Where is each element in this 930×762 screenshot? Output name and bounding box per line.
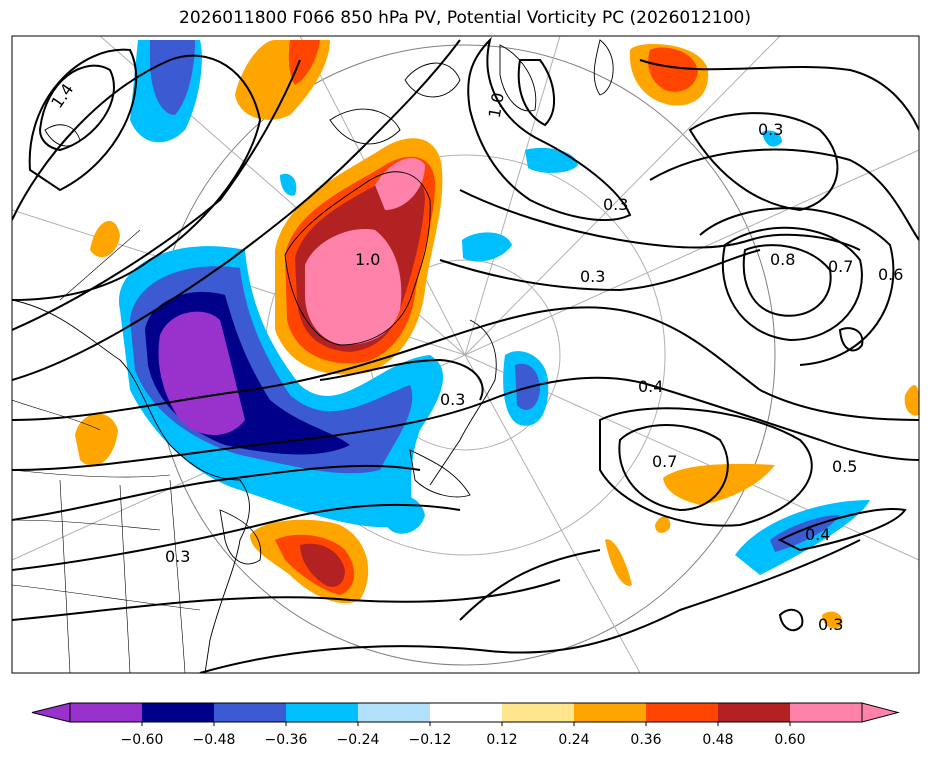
contour-label: 0.3: [758, 120, 783, 139]
colorbar-extend-right: [861, 702, 900, 723]
coastlines: [12, 39, 614, 673]
colorbar-tick-label: 0.36: [630, 732, 661, 748]
contour-label: 1.0: [355, 250, 380, 269]
contour-label: 0.4: [805, 525, 830, 544]
negative-small-7: [280, 173, 297, 196]
colorbar-segment: [646, 703, 718, 722]
colorbar-tick-label: 0.60: [774, 732, 805, 748]
colorbar-tick-label: −0.12: [409, 732, 452, 748]
positive-small-5: [605, 539, 632, 586]
colorbar-segment: [142, 703, 214, 722]
contour-label: 0.5: [832, 457, 857, 476]
colorbar-tick-label: 0.48: [702, 732, 733, 748]
colorbar-segment: [358, 703, 430, 722]
positive-anomaly-pink-2: [375, 157, 425, 210]
colorbar-segment: [790, 703, 862, 722]
positive-top-1b: [288, 40, 320, 85]
colorbar-segment: [502, 703, 574, 722]
contour-label: 0.7: [652, 452, 677, 471]
colorbar-tick-label: 0.24: [558, 732, 589, 748]
contour-labels: 1.4 1.0 1.0 0.3 0.3 0.3 0.8 0.7 0.6 0.4 …: [47, 80, 903, 634]
map-frame: [11, 35, 920, 674]
positive-small-4: [655, 516, 671, 533]
contour-label: 0.3: [440, 390, 465, 409]
colorbar-segment: [718, 703, 790, 722]
colorbar-extend-left: [31, 702, 71, 723]
negative-anomaly-purple: [158, 311, 245, 435]
pv-shading: [75, 40, 919, 629]
contour-label: 0.4: [638, 377, 663, 396]
positive-ne-darkred: [300, 543, 345, 587]
negative-small-5: [462, 232, 512, 262]
contour-label: 0.3: [165, 547, 190, 566]
colorbar-segment: [574, 703, 646, 722]
colorbar-outline: [69, 702, 863, 723]
contour-label: 0.8: [770, 250, 795, 269]
colorbar-tick-label: −0.60: [121, 732, 164, 748]
contour-label: 0.3: [580, 267, 605, 286]
map-title: 2026011800 F066 850 hPa PV, Potential Vo…: [179, 8, 751, 28]
borders: [12, 229, 201, 673]
positive-top-2b: [648, 47, 698, 92]
negative-small-1b: [150, 40, 195, 115]
contour-label: 0.7: [828, 257, 853, 276]
colorbar-segment: [70, 703, 142, 722]
contour-label: 1.0: [485, 91, 508, 119]
positive-small-6: [904, 385, 919, 416]
colorbar-segment: [214, 703, 286, 722]
positive-small-7: [822, 611, 843, 629]
colorbar-tick-label: 0.12: [486, 732, 517, 748]
positive-anomaly-pink: [305, 229, 402, 345]
colorbar-segment: [430, 703, 502, 722]
negative-small-8: [762, 130, 782, 147]
positive-small-2: [75, 413, 118, 466]
contour-label: 0.3: [603, 195, 628, 214]
contour-label: 0.6: [878, 265, 903, 284]
colorbar-tick-label: −0.36: [265, 732, 308, 748]
positive-small-1: [90, 220, 120, 258]
colorbar-tick-label: −0.24: [337, 732, 380, 748]
pv-contours: [12, 36, 919, 673]
positive-small-3: [663, 463, 775, 505]
colorbar-segment: [286, 703, 358, 722]
contour-label: 0.3: [818, 615, 843, 634]
colorbar-tick-label: −0.48: [193, 732, 236, 748]
